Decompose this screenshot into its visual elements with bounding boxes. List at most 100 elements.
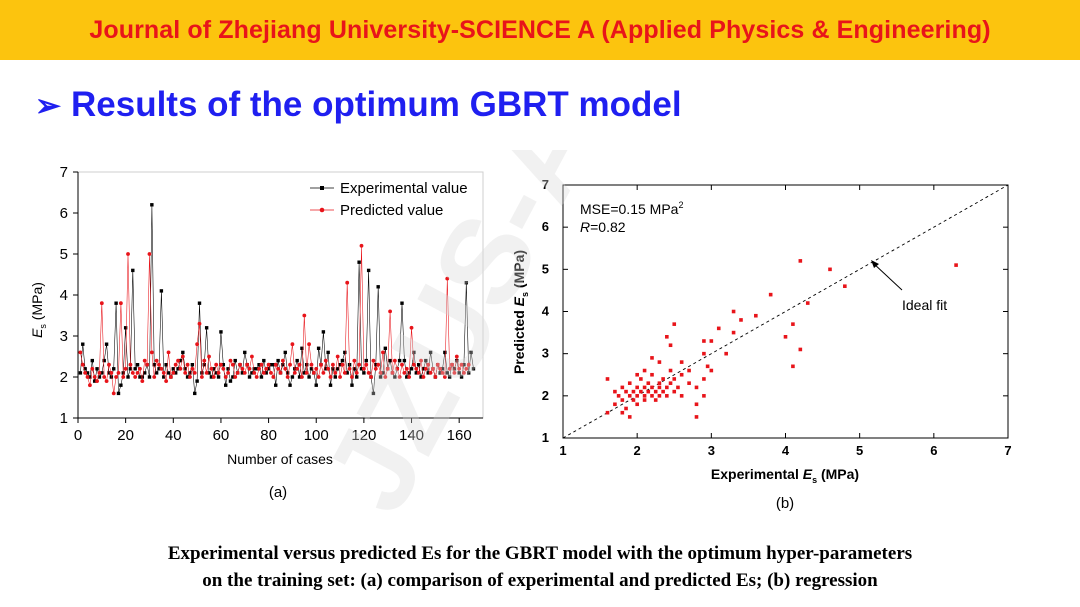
experimental-point (197, 301, 202, 305)
experimental-point (131, 268, 135, 273)
scatter-point (639, 389, 643, 394)
scatter-point (687, 381, 691, 385)
experimental-point (333, 375, 337, 379)
bullet-arrow-icon: ➢ (35, 88, 61, 123)
predicted-point (204, 371, 209, 375)
predicted-point (142, 358, 147, 363)
experimental-point (331, 367, 335, 371)
scatter-point (635, 385, 639, 390)
experimental-point (178, 358, 183, 363)
scatter-point (639, 377, 643, 381)
predicted-point (402, 371, 407, 375)
scatter-point (661, 389, 665, 394)
chart-a-plot-frame (77, 171, 484, 419)
experimental-point (207, 371, 211, 375)
experimental-point (269, 363, 273, 367)
experimental-point (412, 350, 416, 355)
slide-title: ➢ Results of the optimum GBRT model (35, 85, 682, 125)
experimental-point (464, 281, 469, 285)
scatter-point (828, 267, 832, 272)
predicted-point (252, 371, 257, 375)
predicted-point (419, 358, 423, 363)
predicted-point (335, 354, 340, 359)
predicted-point (400, 362, 404, 367)
experimental-point (114, 301, 118, 305)
experimental-point (181, 350, 185, 355)
experimental-point (176, 367, 180, 371)
experimental-point (414, 371, 418, 375)
scatter-point (635, 394, 639, 398)
scatter-point (605, 377, 610, 381)
predicted-point (159, 366, 164, 371)
scatter-point (613, 389, 617, 394)
predicted-point (169, 375, 173, 379)
experimental-point (376, 285, 380, 289)
predicted-point (438, 366, 443, 371)
predicted-point (123, 366, 128, 371)
series-line-experimental (80, 204, 474, 394)
predicted-point (323, 358, 328, 363)
predicted-point (195, 342, 200, 347)
experimental-point (362, 371, 366, 375)
predicted-point (297, 362, 302, 367)
experimental-point (173, 371, 178, 375)
experimental-point (204, 326, 209, 330)
experimental-point (157, 367, 161, 371)
x-tick-label: 40 (165, 427, 182, 444)
predicted-point (333, 371, 338, 375)
predicted-point (371, 358, 376, 363)
experimental-point (288, 383, 292, 387)
predicted-point (254, 375, 259, 379)
predicted-point (133, 375, 138, 379)
scatter-point (672, 389, 677, 394)
experimental-point (138, 375, 142, 379)
scatter-point (672, 377, 677, 381)
y-tick-label: 4 (60, 287, 68, 304)
predicted-point (140, 379, 145, 383)
predicted-point (250, 354, 254, 359)
experimental-point (281, 363, 285, 367)
experimental-point (123, 326, 128, 330)
experimental-point (424, 358, 428, 363)
predicted-point (428, 371, 433, 375)
chart-b-y-label: Predicted Es (MPa) (511, 250, 530, 374)
predicted-point (354, 371, 359, 375)
predicted-point (128, 362, 133, 367)
experimental-point (300, 346, 304, 350)
predicted-point (412, 362, 416, 367)
experimental-point (97, 375, 102, 379)
legend-exp-marker (320, 186, 324, 190)
ideal-fit-pointer (872, 262, 903, 291)
experimental-point (128, 367, 133, 371)
experimental-point (421, 367, 426, 371)
predicted-point (373, 366, 378, 371)
experimental-point (343, 350, 347, 355)
predicted-point (452, 371, 457, 375)
y-tick-label: 6 (60, 205, 68, 222)
predicted-point (388, 309, 392, 314)
experimental-point (83, 367, 87, 371)
y-tick-label: 3 (542, 346, 549, 361)
experimental-point (383, 346, 388, 350)
experimental-point (397, 358, 402, 363)
experimental-point (440, 367, 445, 371)
predicted-point (338, 375, 342, 379)
predicted-point (171, 371, 176, 375)
experimental-point (126, 375, 130, 379)
experimental-point (78, 371, 83, 375)
experimental-point (95, 367, 99, 371)
journal-banner: Journal of Zhejiang University-SCIENCE A… (0, 0, 1080, 60)
predicted-point (202, 358, 207, 363)
experimental-point (381, 371, 385, 375)
experimental-point (459, 375, 464, 379)
scatter-point (676, 385, 680, 390)
predicted-point (211, 375, 216, 379)
experimental-point (171, 367, 175, 371)
predicted-point (85, 375, 90, 379)
predicted-point (340, 362, 345, 367)
x-tick-label: 5 (856, 443, 863, 458)
experimental-point (104, 342, 109, 346)
experimental-point (92, 379, 97, 383)
scatter-point (646, 381, 651, 385)
scatter-point (650, 356, 654, 360)
